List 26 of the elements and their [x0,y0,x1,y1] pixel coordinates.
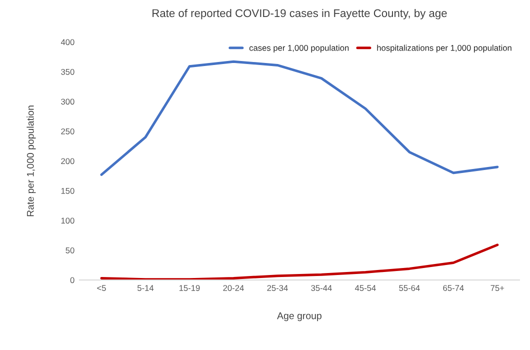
x-tick-label: 35-44 [311,285,332,291]
chart-title: Rate of reported COVID-19 cases in Fayette County, by age [152,8,447,20]
y-tick-label: 300 [61,98,74,105]
x-tick-label: <5 [97,285,106,291]
x-tick-label: 65-74 [443,285,464,291]
x-tick-label: 55-64 [399,285,420,291]
y-axis-title: Rate per 1,000 population [26,106,36,216]
y-tick-label: 0 [70,277,74,284]
y-tick-label: 50 [66,247,74,254]
legend-label: hospitalizations per 1,000 population [377,44,512,53]
y-tick-label: 250 [61,128,74,134]
y-tick-label: 400 [60,39,74,46]
y-tick-label: 100 [61,218,74,224]
x-axis-title: Age group [277,312,322,322]
x-tick-label: 45-54 [354,285,376,291]
x-tick-label: 5-14 [137,285,154,291]
line-series [100,244,499,280]
y-tick-label: 200 [61,158,74,164]
x-tick-label: 20-24 [223,285,244,291]
x-tick-label: 75+ [490,285,504,291]
y-tick-label: 350 [61,68,74,75]
x-tick-label: 15-19 [179,285,200,291]
line-series [100,60,499,176]
y-tick-label: 150 [61,188,74,194]
x-tick-label: 25-34 [267,285,288,291]
legend-label: cases per 1,000 population [249,44,349,53]
